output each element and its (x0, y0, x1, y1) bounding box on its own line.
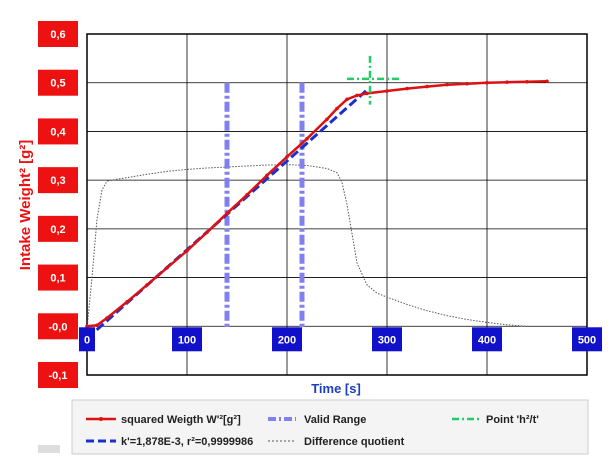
x-tick-box-0 (79, 327, 95, 352)
squared-weight-point-26 (545, 79, 549, 84)
y-tick-box-3 (38, 167, 78, 194)
legend-box (71, 399, 589, 455)
x-tick-labels: 0 100 200 300 400 500 (79, 327, 602, 352)
legend-item-difference: Difference quotient (268, 436, 405, 448)
legend-item-valid-range: Valid Range (268, 414, 366, 426)
squared-weight-point-18 (385, 89, 389, 93)
y-tick-box-0 (38, 21, 78, 47)
y-tick-box-6 (38, 313, 78, 340)
x-tick-label-3: 300 (378, 334, 396, 346)
y-tick-label-7: -0,1 (49, 370, 68, 382)
squared-weight-point-14 (335, 106, 339, 111)
corner-mark (38, 445, 60, 453)
squared-weight-point-21 (445, 82, 449, 87)
squared-weight-point-7 (205, 230, 209, 235)
squared-weight-point-8 (225, 211, 229, 216)
legend: squared Weigth W'²[g²] Valid Range Point… (71, 399, 589, 455)
squared-weight-point-15 (345, 97, 349, 102)
squared-weight-point-11 (285, 154, 289, 159)
legend-label-fit: k'=1,878E-3, r²=0,9999986 (121, 436, 253, 448)
y-tick-box-7 (38, 362, 78, 388)
squared-weight-point-16 (355, 93, 359, 98)
series-valid-range (224, 82, 305, 329)
legend-item-point: Point 'h²/t' (452, 414, 539, 426)
squared-weight-point-2 (105, 316, 109, 320)
squared-weight-point-10 (265, 173, 269, 178)
y-tick-label-5: 0,1 (50, 273, 65, 285)
y-tick-label-2: 0,4 (50, 126, 66, 138)
squared-weight-point-22 (465, 81, 469, 86)
squared-weight-point-9 (245, 192, 249, 197)
x-axis-label: Time [s] (311, 381, 361, 396)
squared-weight-point-0 (85, 324, 89, 329)
y-tick-label-6: -0,0 (49, 321, 68, 333)
squared-weight-point-12 (305, 136, 309, 141)
legend-item-fit: k'=1,878E-3, r²=0,9999986 (86, 436, 253, 448)
squared-weight-point-4 (145, 283, 149, 287)
squared-weight-point-19 (405, 86, 409, 91)
legend-label-valid-range: Valid Range (304, 414, 366, 426)
squared-weight-point-5 (165, 266, 169, 270)
x-tick-label-0: 0 (84, 334, 90, 346)
y-axis-label: Intake Weight² [g²] (17, 140, 34, 271)
legend-marker-squared (99, 417, 103, 421)
y-tick-box-4 (38, 215, 78, 242)
y-tick-label-1: 0,5 (50, 78, 65, 90)
series-squared-weight (85, 79, 549, 329)
x-tick-label-4: 400 (478, 334, 496, 346)
squared-weight-point-25 (525, 79, 529, 84)
squared-weight-point-20 (425, 84, 429, 89)
y-tick-box-5 (38, 264, 78, 291)
legend-label-point: Point 'h²/t' (486, 414, 539, 426)
x-tick-box-4 (472, 327, 502, 352)
series-difference-quotient (86, 164, 528, 329)
y-tick-label-3: 0,3 (50, 175, 65, 187)
plot-frame (86, 33, 588, 376)
legend-label-squared: squared Weigth W'²[g²] (121, 414, 241, 426)
squared-weight-point-3 (125, 300, 129, 304)
squared-weight-point-6 (185, 248, 189, 253)
squared-weight-point-17 (365, 91, 369, 96)
x-tick-label-1: 100 (178, 334, 196, 346)
legend-label-difference: Difference quotient (304, 436, 405, 448)
x-tick-box-1 (172, 327, 202, 352)
y-tick-label-0: 0,6 (50, 29, 65, 41)
difference-quotient-line (86, 164, 528, 329)
x-tick-label-5: 500 (578, 334, 596, 346)
squared-weight-point-1 (95, 323, 99, 328)
x-tick-label-2: 200 (278, 334, 296, 346)
y-tick-box-2 (38, 118, 78, 145)
squared-weight-point-13 (325, 117, 329, 122)
squared-weight-point-24 (505, 80, 509, 85)
y-tick-box-1 (38, 69, 78, 96)
squared-weight-point-23 (485, 80, 489, 85)
x-tick-box-5 (572, 327, 602, 352)
x-tick-box-3 (372, 327, 402, 352)
x-tick-box-2 (272, 327, 302, 352)
plot-area (87, 34, 587, 375)
series-point-h2t (347, 55, 402, 105)
y-tick-labels: 0,6 0,5 0,4 0,3 0,2 0,1 -0,0 -0,1 (38, 21, 78, 388)
legend-item-squared: squared Weigth W'²[g²] (86, 414, 241, 426)
y-tick-label-4: 0,2 (50, 224, 65, 236)
